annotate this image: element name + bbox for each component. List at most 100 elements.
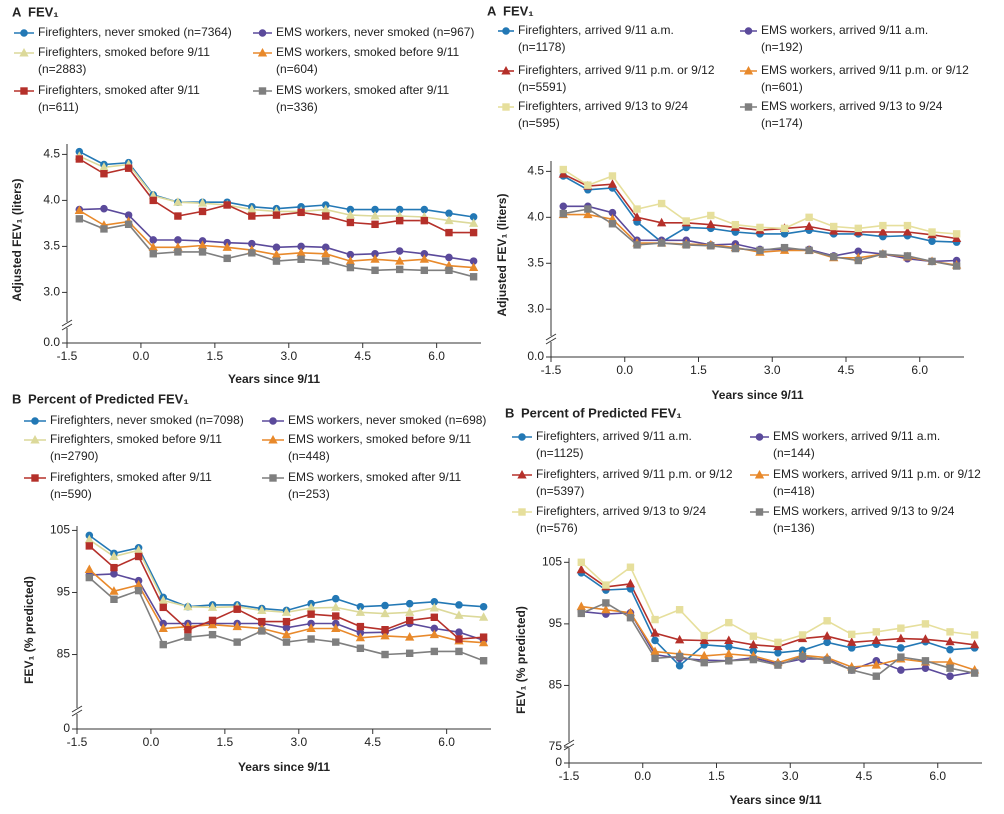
legend-label: Firefighters, arrived 9/13 to 9/24 (n=59… bbox=[518, 99, 691, 130]
x-tick-label: 6.0 bbox=[428, 349, 445, 363]
marker bbox=[478, 612, 489, 621]
panel-title: Percent of Predicted FEV₁ bbox=[28, 391, 189, 406]
legend-marker bbox=[31, 474, 39, 482]
marker bbox=[607, 179, 618, 188]
marker bbox=[921, 620, 930, 628]
marker bbox=[248, 212, 256, 220]
legend-marker bbox=[744, 27, 753, 35]
x-axis-label: Years since 9/11 bbox=[729, 793, 821, 807]
marker bbox=[897, 653, 905, 661]
marker bbox=[445, 209, 453, 218]
marker bbox=[197, 198, 208, 207]
marker bbox=[682, 241, 690, 249]
marker bbox=[380, 630, 390, 640]
marker bbox=[626, 614, 635, 622]
marker bbox=[208, 630, 217, 639]
panel-title: Percent of Predicted FEV₁ bbox=[521, 405, 682, 420]
marker bbox=[576, 564, 586, 574]
marker bbox=[970, 669, 979, 677]
x-tick-label: 4.5 bbox=[856, 769, 873, 783]
marker bbox=[430, 613, 439, 621]
marker bbox=[804, 221, 814, 231]
marker bbox=[608, 220, 617, 228]
marker bbox=[258, 617, 266, 626]
marker bbox=[583, 209, 593, 219]
marker bbox=[183, 601, 193, 611]
marker bbox=[405, 607, 415, 616]
y-axis-label: Adjusted FEV₁ (liters) bbox=[10, 179, 24, 302]
marker bbox=[110, 595, 118, 603]
legend-label: Firefighters, smoked before 9/11 (n=2790… bbox=[50, 432, 225, 463]
marker bbox=[871, 635, 881, 644]
marker bbox=[774, 649, 782, 657]
marker bbox=[479, 602, 488, 611]
marker bbox=[633, 241, 641, 249]
marker bbox=[823, 638, 831, 647]
x-tick-label: 0.0 bbox=[634, 769, 651, 783]
marker bbox=[774, 638, 782, 647]
marker bbox=[650, 646, 660, 656]
marker bbox=[780, 224, 789, 233]
marker bbox=[469, 273, 478, 281]
y-tick-label: 95 bbox=[549, 616, 563, 630]
marker bbox=[346, 218, 355, 227]
legend-label: Firefighters, never smoked (n=7364) bbox=[38, 25, 232, 39]
marker bbox=[756, 223, 764, 232]
marker bbox=[700, 631, 708, 640]
marker bbox=[706, 219, 716, 229]
marker bbox=[731, 220, 740, 229]
marker bbox=[928, 228, 936, 236]
marker bbox=[109, 551, 119, 560]
y-tick-label: 75 bbox=[549, 739, 563, 753]
marker bbox=[381, 601, 389, 610]
marker bbox=[321, 248, 331, 258]
y-tick-label: 4.5 bbox=[43, 147, 60, 161]
panel-letter: B bbox=[505, 405, 514, 420]
marker bbox=[479, 657, 488, 665]
marker bbox=[848, 666, 856, 674]
marker bbox=[307, 610, 315, 618]
legend-marker bbox=[31, 417, 39, 425]
marker bbox=[109, 586, 119, 595]
x-tick-label: -1.5 bbox=[559, 769, 580, 783]
legend-label: Firefighters, arrived 9/11 a.m. (n=1125) bbox=[536, 429, 695, 460]
marker bbox=[272, 257, 281, 265]
x-tick-label: 4.5 bbox=[364, 735, 381, 749]
marker bbox=[829, 226, 839, 235]
marker bbox=[780, 243, 789, 252]
marker bbox=[946, 664, 954, 672]
marker bbox=[158, 595, 168, 605]
y-tick-label: 3.0 bbox=[43, 285, 60, 299]
marker bbox=[952, 262, 961, 270]
marker bbox=[405, 632, 415, 641]
marker bbox=[920, 634, 931, 643]
marker bbox=[559, 165, 567, 174]
marker bbox=[946, 672, 954, 680]
marker bbox=[371, 266, 379, 275]
axis-break bbox=[61, 319, 73, 331]
marker bbox=[419, 254, 429, 263]
marker bbox=[773, 641, 783, 651]
marker bbox=[650, 628, 660, 637]
marker bbox=[756, 246, 764, 255]
marker bbox=[445, 266, 453, 275]
marker bbox=[657, 239, 666, 247]
legend-marker bbox=[744, 103, 753, 111]
marker bbox=[345, 210, 356, 219]
x-tick-label: 3.0 bbox=[290, 735, 307, 749]
marker bbox=[158, 623, 168, 632]
y-axis-label: Adjusted FEV₁ (liters) bbox=[495, 194, 509, 317]
x-tick-label: 6.0 bbox=[911, 363, 928, 377]
marker bbox=[149, 236, 158, 244]
legend-marker bbox=[268, 434, 278, 444]
legend-label: Firefighters, smoked after 9/11 (n=590) bbox=[50, 470, 215, 501]
marker bbox=[222, 242, 232, 251]
marker bbox=[429, 602, 439, 612]
marker bbox=[395, 265, 404, 274]
x-tick-label: 3.0 bbox=[764, 363, 781, 377]
marker bbox=[248, 249, 256, 257]
marker bbox=[749, 632, 758, 640]
marker bbox=[420, 205, 429, 214]
marker bbox=[675, 652, 684, 661]
marker bbox=[405, 649, 414, 657]
